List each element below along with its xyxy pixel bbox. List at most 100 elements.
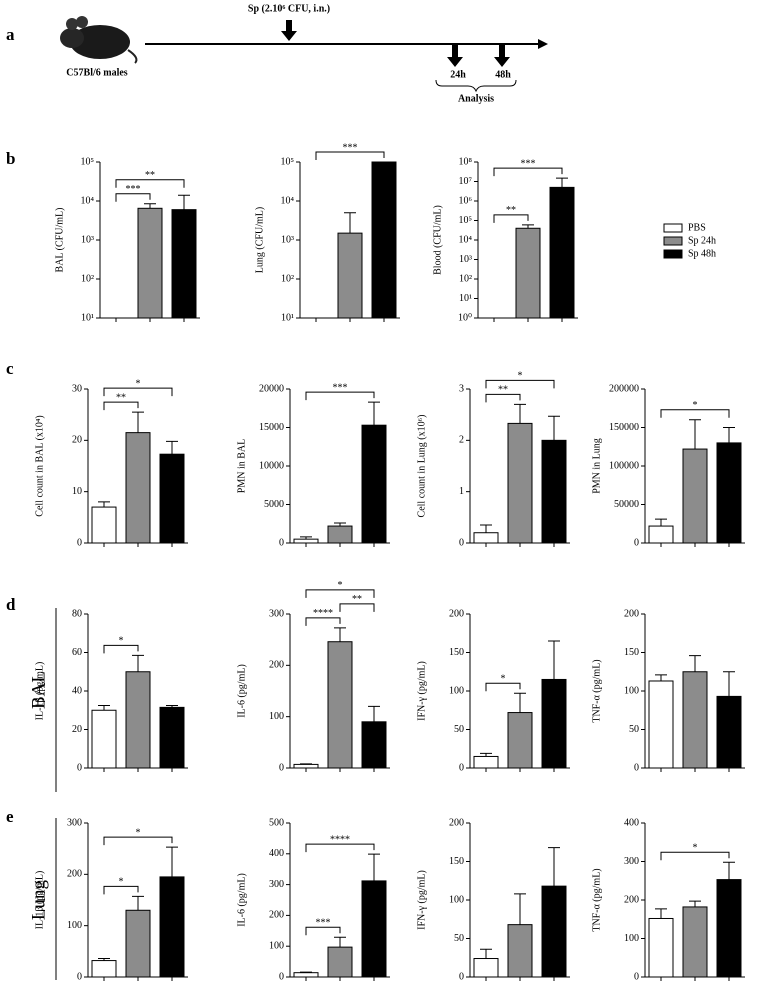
y-tick-label: 0 xyxy=(77,971,82,982)
row-label: BAL xyxy=(28,671,49,709)
y-tick-label: 10¹ xyxy=(459,293,472,304)
y-tick-label: 100 xyxy=(269,940,284,951)
bar xyxy=(507,924,533,978)
infection-arrow xyxy=(281,20,297,41)
y-tick-label: 100 xyxy=(449,894,464,905)
y-tick-label: 0 xyxy=(459,971,464,982)
significance-bracket xyxy=(103,644,139,654)
error-bar xyxy=(655,518,667,527)
error-bar xyxy=(368,401,380,426)
y-tick-label: 10 xyxy=(72,486,82,497)
error-bar xyxy=(556,177,568,188)
significance-bracket xyxy=(115,179,185,188)
significance-bracket xyxy=(103,387,173,397)
error-bar xyxy=(144,203,156,209)
bar xyxy=(91,506,117,544)
error-bar xyxy=(514,692,526,713)
y-tick-label: 200000 xyxy=(609,383,639,394)
significance-bracket xyxy=(493,167,563,177)
y-tick-label: 200 xyxy=(449,817,464,828)
bar xyxy=(507,422,533,544)
y-tick-label: 10⁴ xyxy=(459,234,473,245)
y-tick-label: 80 xyxy=(72,608,82,619)
panel-label: c xyxy=(6,359,14,378)
significance-label: * xyxy=(693,843,698,854)
significance-bracket xyxy=(305,926,341,936)
bar xyxy=(682,906,708,978)
significance-label: ** xyxy=(145,170,155,181)
y-tick-label: 400 xyxy=(624,817,639,828)
y-axis-label: Cell count in BAL (x10⁴) xyxy=(34,415,45,516)
timepoint-arrow xyxy=(494,45,510,67)
significance-label: **** xyxy=(330,834,350,845)
panel-label: a xyxy=(6,25,15,44)
y-tick-label: 150 xyxy=(624,647,639,658)
timeline-arrowhead xyxy=(538,39,548,49)
significance-bracket xyxy=(103,401,139,411)
significance-label: * xyxy=(136,827,141,838)
y-tick-label: 2 xyxy=(459,435,464,446)
error-bar xyxy=(334,936,346,948)
significance-bracket xyxy=(339,603,375,612)
y-tick-label: 0 xyxy=(279,537,284,548)
panel-label: e xyxy=(6,807,14,826)
y-axis-label: IL-1β (pg/mL) xyxy=(34,871,45,930)
y-tick-label: 100 xyxy=(269,711,284,722)
error-bar xyxy=(132,895,144,911)
bar xyxy=(159,453,185,544)
y-tick-label: 0 xyxy=(634,762,639,773)
significance-bracket xyxy=(485,682,521,692)
y-tick-label: 50 xyxy=(629,724,639,735)
y-axis-label: Blood (CFU/mL) xyxy=(432,205,443,275)
y-tick-label: 0 xyxy=(279,762,284,773)
legend-swatch xyxy=(663,236,683,246)
y-tick-label: 10³ xyxy=(459,254,472,265)
mouse-label: C57Bl/6 males xyxy=(66,67,127,78)
y-axis-label: Lung (CFU/mL) xyxy=(254,207,265,273)
y-tick-label: 60 xyxy=(72,647,82,658)
error-bar xyxy=(689,900,701,907)
significance-bracket xyxy=(315,151,385,160)
y-tick-label: 100 xyxy=(624,933,639,944)
bar xyxy=(361,880,387,978)
y-tick-label: 200 xyxy=(269,660,284,671)
bar xyxy=(125,671,151,769)
y-axis-label: IFN-γ (pg/mL) xyxy=(416,661,427,721)
significance-bracket xyxy=(485,393,521,403)
error-bar xyxy=(98,958,110,961)
significance-label: *** xyxy=(316,918,331,929)
y-tick-label: 100 xyxy=(449,685,464,696)
y-tick-label: 10⁴ xyxy=(281,195,295,206)
error-bar xyxy=(689,655,701,672)
significance-label: *** xyxy=(333,382,348,393)
legend-swatch xyxy=(663,249,683,259)
timepoint-label: 48h xyxy=(495,69,511,80)
significance-label: * xyxy=(501,674,506,685)
legend-label: Sp 48h xyxy=(688,248,716,259)
significance-label: * xyxy=(338,580,343,591)
y-tick-label: 500 xyxy=(269,817,284,828)
y-tick-label: 50 xyxy=(454,933,464,944)
bar xyxy=(159,706,185,769)
error-bar xyxy=(548,415,560,441)
y-tick-label: 200 xyxy=(449,608,464,619)
significance-label: *** xyxy=(521,158,536,169)
y-tick-label: 5000 xyxy=(264,499,284,510)
error-bar xyxy=(166,846,178,877)
bar xyxy=(541,678,567,769)
y-axis-label: PMN in BAL xyxy=(236,439,247,493)
y-tick-label: 10⁵ xyxy=(281,156,295,167)
significance-label: *** xyxy=(343,142,358,153)
significance-label: * xyxy=(136,378,141,389)
y-axis-label: Cell count in Lung (x10⁶) xyxy=(416,415,427,518)
y-tick-label: 10⁶ xyxy=(459,195,473,206)
bar xyxy=(682,671,708,769)
bar xyxy=(125,432,151,544)
significance-bracket xyxy=(103,885,139,895)
significance-bracket xyxy=(305,589,375,598)
row-label: Lung xyxy=(28,879,49,920)
legend-label: PBS xyxy=(688,222,706,233)
y-tick-label: 200 xyxy=(624,608,639,619)
error-bar xyxy=(344,212,356,234)
significance-bracket xyxy=(493,214,529,223)
